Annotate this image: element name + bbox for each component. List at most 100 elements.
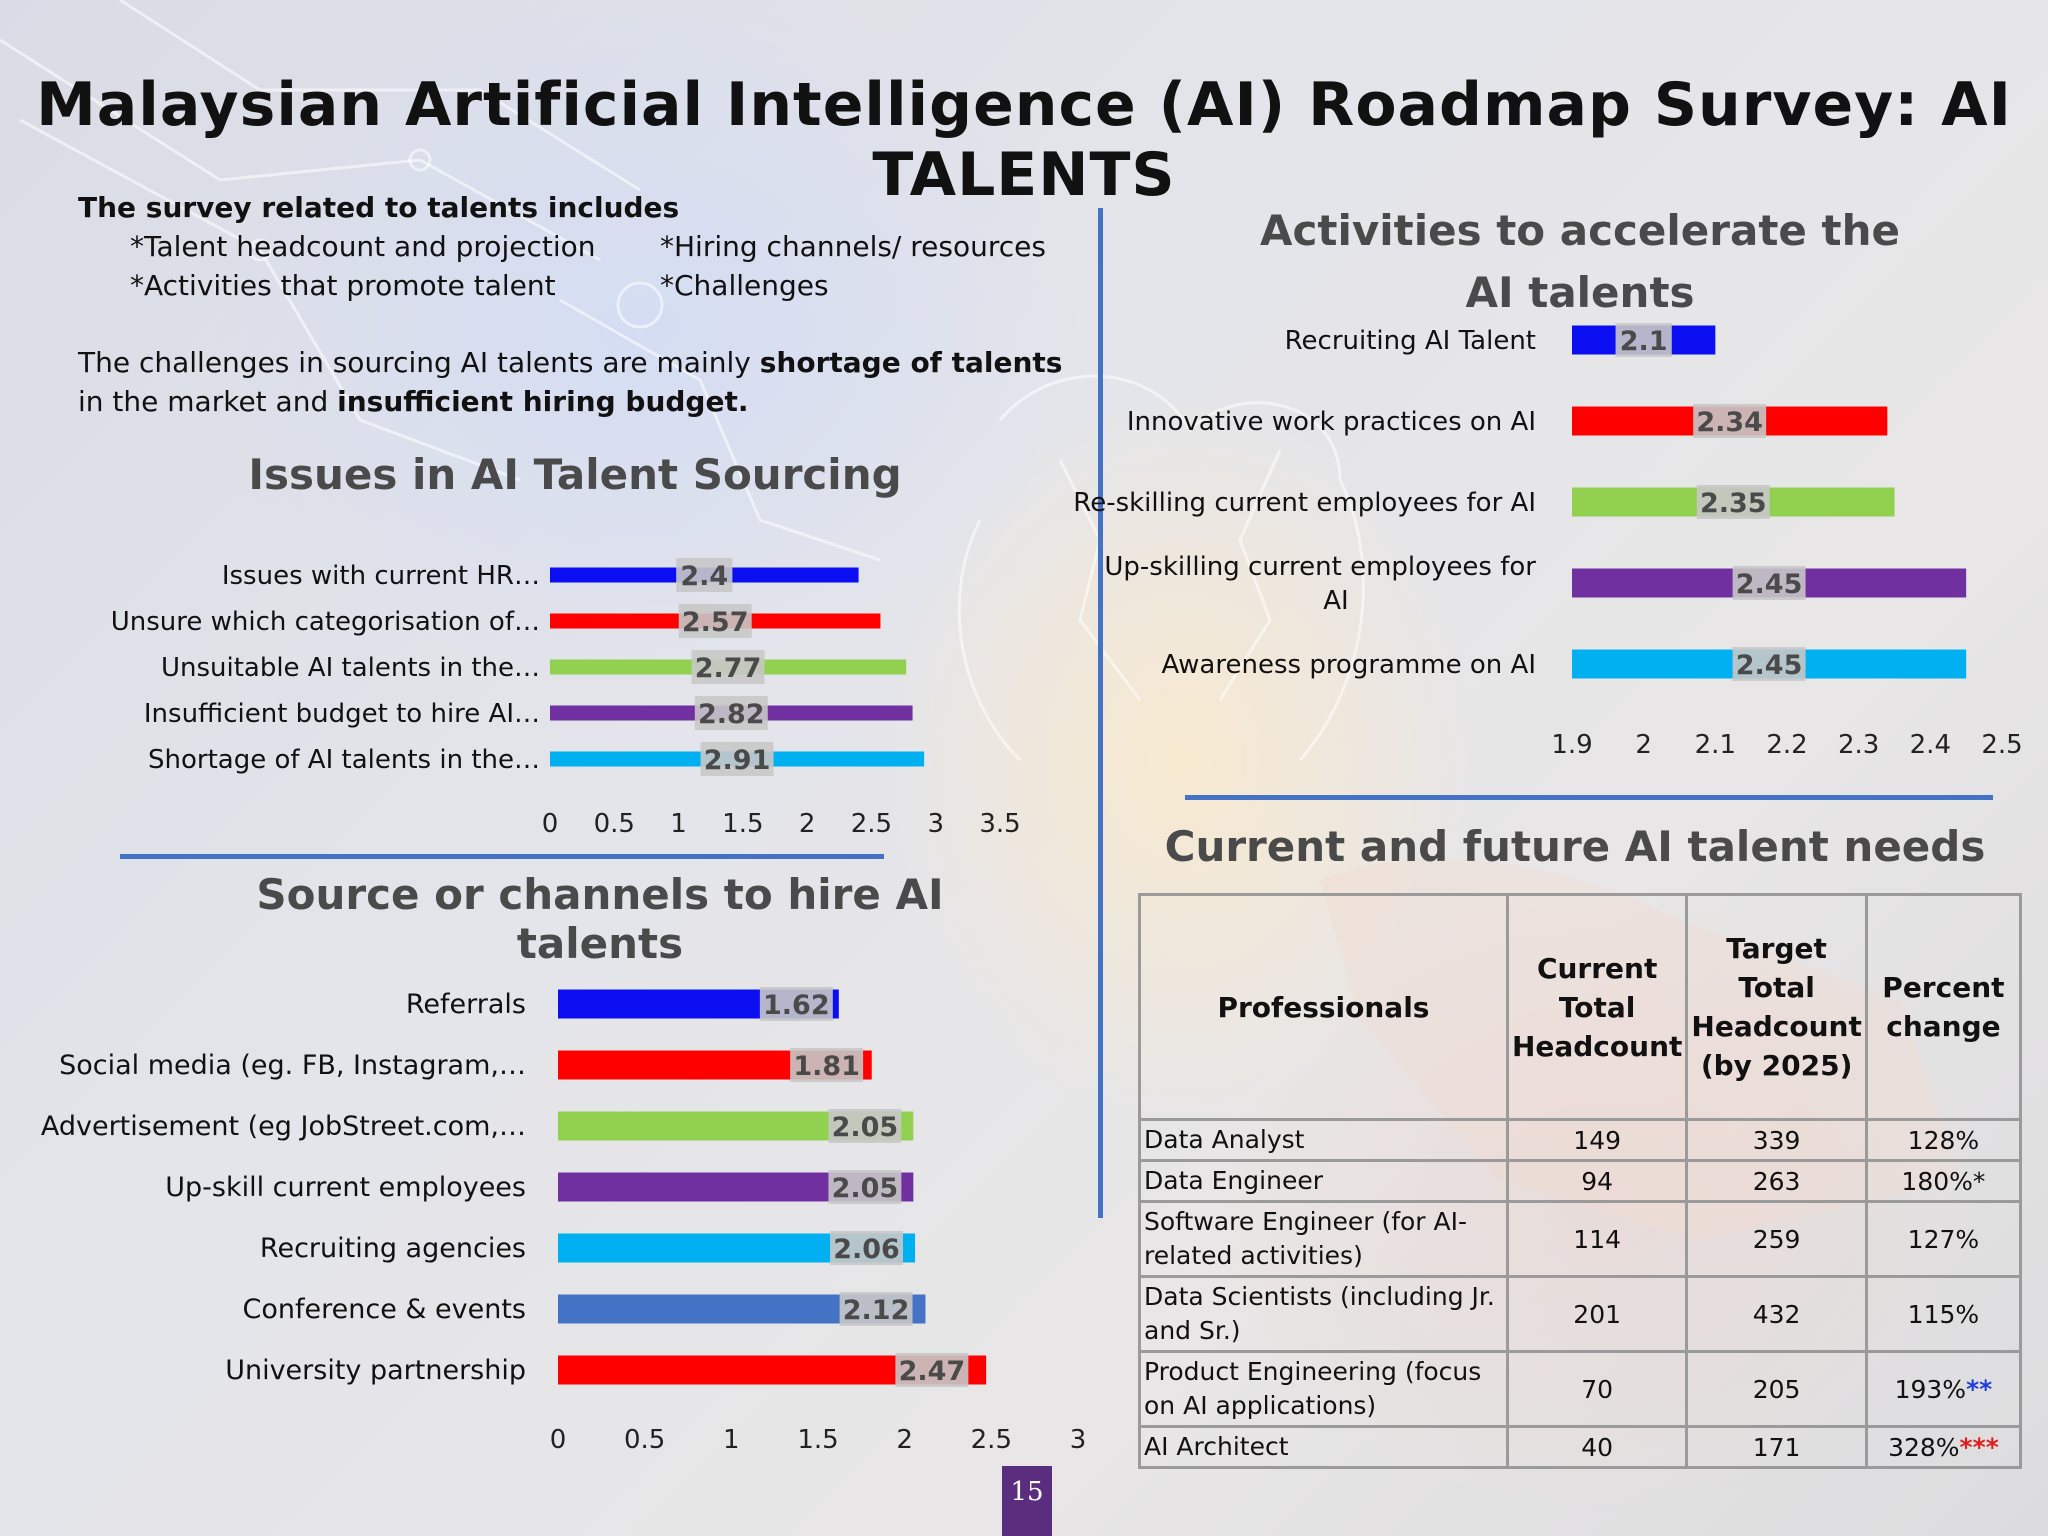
issues-category-label: Shortage of AI talents in the… [148, 745, 540, 775]
percent-change-cell: 193%** [1864, 1350, 2023, 1428]
channels-tick-label: 1.5 [797, 1425, 838, 1455]
channels-category-label: Social media (eg. FB, Instagram,… [59, 1050, 526, 1081]
current-headcount-cell: 94 [1505, 1159, 1689, 1203]
significance-marker: *** [1959, 1432, 1999, 1462]
channels-value-label: 2.05 [832, 1173, 899, 1204]
channels-tick-label: 2.5 [971, 1425, 1012, 1455]
issues-tick-label: 0 [542, 809, 559, 839]
issues-tick-label: 3 [927, 809, 944, 839]
activities-category-label: Innovative work practices on AI [1127, 407, 1536, 437]
issues-tick-label: 3.5 [979, 809, 1020, 839]
channels-category-label: University partnership [225, 1355, 526, 1386]
target-headcount-cell: 432 [1685, 1275, 1868, 1353]
table-row: Data Engineer 94 263 180%* [1138, 1159, 2023, 1203]
activities-tick-label: 2.4 [1910, 730, 1951, 760]
activities-value-label: 2.1 [1620, 326, 1668, 357]
percent-change-cell: 180%* [1864, 1159, 2023, 1203]
channels-value-label-bg [759, 987, 833, 1021]
issues-value-label: 2.82 [698, 699, 765, 730]
activities-value-label: 2.45 [1736, 569, 1803, 600]
channels-value-label-bg [828, 1170, 902, 1204]
channels-tick-label: 2 [896, 1425, 913, 1455]
table-row: Product Engineering (focus on AI applica… [1138, 1350, 2023, 1428]
table-header-row: Professionals Current Total Headcount Ta… [1138, 893, 2023, 1121]
issues-value-label-bg [700, 742, 774, 776]
current-headcount-cell: 201 [1505, 1275, 1689, 1353]
issues-value-label: 2.77 [695, 653, 762, 684]
channels-category-label: Up-skill current employees [165, 1172, 526, 1203]
channels-chart-title: Source or channels to hire AI talents [256, 870, 944, 968]
activities-tick-label: 2.5 [1981, 730, 2022, 760]
current-headcount-cell: 114 [1505, 1200, 1689, 1278]
activities-tick-label: 2 [1635, 730, 1652, 760]
activities-tick-label: 2.2 [1766, 730, 1807, 760]
professional-cell: Data Scientists (including Jr. and Sr.) [1138, 1275, 1509, 1353]
percent-change-cell: 127% [1864, 1200, 2023, 1278]
current-headcount-cell: 149 [1505, 1118, 1689, 1162]
table-row: AI Architect 40 171 328%*** [1138, 1425, 2023, 1469]
percent-change-cell: 128% [1864, 1118, 2023, 1162]
channels-value-label: 1.62 [763, 990, 830, 1021]
activities-value-label-bg [1732, 647, 1806, 681]
issues-value-label-bg [678, 604, 752, 638]
challenges-sentence: The challenges in sourcing AI talents ar… [78, 346, 1063, 418]
channels-tick-label: 0.5 [624, 1425, 665, 1455]
percent-change-cell: 115% [1864, 1275, 2023, 1353]
activities-category-label: Re-skilling current employees for AI [1073, 488, 1536, 518]
issues-tick-label: 1.5 [722, 809, 763, 839]
page-title: Malaysian Artificial Intelligence (AI) R… [36, 70, 2012, 210]
bullet-challenges: *Challenges [660, 269, 829, 302]
current-headcount-cell: 40 [1505, 1425, 1689, 1469]
activities-value-label: 2.35 [1700, 488, 1767, 519]
channels-tick-label: 1 [723, 1425, 740, 1455]
target-headcount-cell: 205 [1685, 1350, 1868, 1428]
channels-value-label-bg [839, 1292, 913, 1326]
table-row: Software Engineer (for AI-related activi… [1138, 1200, 2023, 1278]
issues-value-label-bg [691, 650, 765, 684]
channels-value-label: 2.47 [899, 1356, 966, 1387]
col-current: Current Total Headcount [1505, 893, 1689, 1121]
issues-chart-title: Issues in AI Talent Sourcing [248, 450, 902, 499]
channels-value-label: 2.05 [832, 1112, 899, 1143]
intro-bullets: *Talent headcount and projection *Hiring… [78, 227, 1088, 305]
activities-tick-label: 2.3 [1838, 730, 1879, 760]
issues-category-label: Unsuitable AI talents in the… [161, 653, 540, 683]
current-headcount-cell: 70 [1505, 1350, 1689, 1428]
channels-category-label: Referrals [406, 989, 526, 1020]
channels-value-label-bg [828, 1109, 902, 1143]
table-row: Data Analyst 149 339 128% [1138, 1118, 2023, 1162]
channels-value-label-bg [830, 1231, 903, 1265]
channels-category-label: Advertisement (eg JobStreet.com,… [41, 1111, 526, 1142]
professional-cell: Data Analyst [1138, 1118, 1509, 1162]
right-divider [1185, 795, 1993, 800]
issues-value-label: 2.4 [680, 561, 728, 592]
activities-value-label-bg [1696, 485, 1770, 519]
issues-category-label: Unsure which categorisation of… [111, 607, 540, 637]
professional-cell: Software Engineer (for AI-related activi… [1138, 1200, 1509, 1278]
channels-value-label: 2.06 [833, 1234, 900, 1265]
bullet-activities: *Activities that promote talent [130, 269, 556, 302]
intro-block: The survey related to talents includes *… [78, 188, 1088, 421]
vertical-divider [1098, 208, 1103, 1218]
left-divider [120, 854, 884, 859]
issues-tick-label: 2 [799, 809, 816, 839]
intro-heading: The survey related to talents includes [78, 191, 680, 224]
issues-tick-label: 0.5 [594, 809, 635, 839]
issues-category-label: Insufficient budget to hire AI… [144, 699, 540, 729]
activities-value-label: 2.45 [1736, 650, 1803, 681]
channels-value-label: 2.12 [843, 1295, 910, 1326]
activities-value-label-bg [1693, 404, 1767, 438]
activities-chart-title: Activities to accelerate the AI talents [1260, 206, 1900, 317]
channels-value-label-bg [895, 1353, 969, 1387]
issues-value-label: 2.57 [682, 607, 749, 638]
professional-cell: Data Engineer [1138, 1159, 1509, 1203]
activities-category-label: Up-skilling current employees for [1104, 552, 1536, 582]
issues-category-label: Issues with current HR… [222, 561, 540, 591]
col-target: Target Total Headcount (by 2025) [1685, 893, 1868, 1121]
professional-cell: AI Architect [1138, 1425, 1509, 1469]
issues-value-label-bg [694, 696, 768, 730]
issues-value-label-bg [676, 558, 733, 592]
activities-category-label: Recruiting AI Talent [1285, 326, 1536, 356]
target-headcount-cell: 171 [1685, 1425, 1868, 1469]
